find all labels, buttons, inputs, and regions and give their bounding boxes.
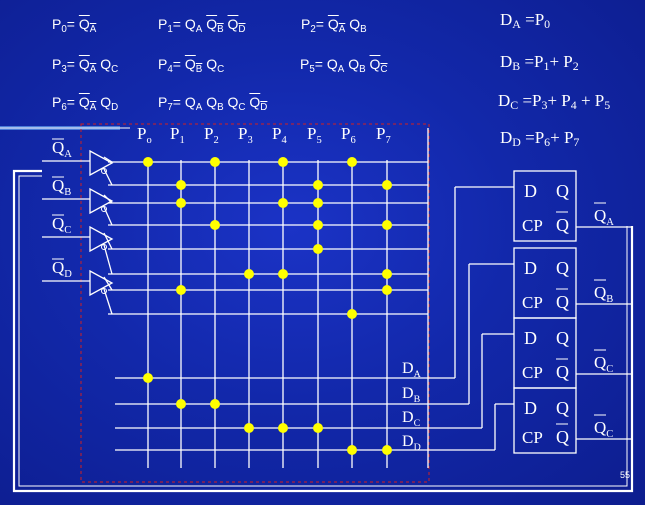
- or-dot-p4-d2: [278, 423, 288, 433]
- column-label-p2: P2: [204, 124, 219, 146]
- flipflop-qbar-0: Q: [556, 215, 569, 235]
- flipflop-cp-0: CP: [522, 216, 543, 235]
- flipflop-d-3: D: [524, 398, 537, 418]
- or-dot-p5-d2: [313, 423, 323, 433]
- pla-border: [80, 123, 430, 483]
- equation-dc: DC =P3+ P4 + P5: [498, 91, 611, 112]
- buffer-out-true-1: [103, 194, 113, 204]
- or-dot-p3-d2: [244, 423, 254, 433]
- buffer-out-comp-1: [103, 206, 113, 226]
- column-label-p6: P6: [341, 124, 356, 146]
- buffer-out-comp-2: [103, 244, 113, 275]
- flipflop-d-1: D: [524, 258, 537, 278]
- buffer-triangle-2: [89, 225, 114, 253]
- and-dot-p0-r0: [143, 157, 153, 167]
- and-dot-p7-r5: [382, 269, 392, 279]
- and-dot-p1-r6: [176, 285, 186, 295]
- and-dot-p7-r1: [382, 180, 392, 190]
- flipflop-cp-1: CP: [522, 293, 543, 312]
- buffer-bubble-2: [101, 244, 107, 250]
- equation-db: DB =P1+ P2: [500, 52, 579, 73]
- flipflop-cp-2: CP: [522, 363, 543, 382]
- and-dot-p6-r0: [347, 157, 357, 167]
- equation-da: DA =P0: [500, 10, 551, 31]
- d-output-label-d: DD: [402, 433, 421, 453]
- d-output-label-a: DA: [402, 360, 422, 380]
- or-dot-p7-d3: [382, 445, 392, 455]
- and-dot-p5-r3: [313, 220, 323, 230]
- equation-dd: DD =P6+ P7: [500, 128, 580, 149]
- or-dot-p6-d3: [347, 445, 357, 455]
- and-dot-p5-r2: [313, 198, 323, 208]
- buffer-out-true-0: [103, 156, 113, 163]
- equation-p2: P2= QA QB: [301, 16, 367, 35]
- buffer-triangle-0: [89, 149, 114, 177]
- buffer-triangle-1: [89, 187, 114, 215]
- column-label-p0: Po: [137, 124, 152, 146]
- flipflop-0: [513, 170, 577, 242]
- flipflop-d-2: D: [524, 328, 537, 348]
- buffer-bubble-1: [101, 206, 107, 212]
- d-output-label-c: DC: [402, 409, 421, 429]
- buffer-bubble-3: [101, 288, 107, 294]
- d-output-label-b: DB: [402, 385, 421, 405]
- feedback-loop-inner: [18, 175, 628, 487]
- buffer-triangle-3: [89, 269, 114, 297]
- and-dot-p2-r3: [210, 220, 220, 230]
- flipflop-q-3: Q: [556, 398, 569, 418]
- input-label-qb: QB: [52, 176, 71, 198]
- and-dot-p4-r0: [278, 157, 288, 167]
- page-number: 55: [620, 470, 630, 480]
- flipflop-qbar-2: Q: [556, 362, 569, 382]
- flipflop-qbar-3: Q: [556, 427, 569, 447]
- and-dot-p1-r2: [176, 198, 186, 208]
- flipflop-d-0: D: [524, 181, 537, 201]
- or-dot-p0-d0: [143, 373, 153, 383]
- feedback-loop-outer: [12, 169, 634, 493]
- flipflop-q-0: Q: [556, 181, 569, 201]
- and-dot-p5-r4: [313, 244, 323, 254]
- input-label-qc: QC: [52, 214, 71, 236]
- and-dot-p5-r1: [313, 180, 323, 190]
- flipflop-q-2: Q: [556, 328, 569, 348]
- column-label-p4: P4: [272, 124, 287, 146]
- and-dot-p6-r7: [347, 309, 357, 319]
- buffer-out-true-3: [103, 276, 113, 291]
- column-label-p7: P7: [376, 124, 391, 146]
- flipflop-qbar-1: Q: [556, 292, 569, 312]
- and-dot-p7-r3: [382, 220, 392, 230]
- flipflop-cp-3: CP: [522, 428, 543, 447]
- and-dot-p7-r6: [382, 285, 392, 295]
- flipflop-out-label-0: QA: [594, 206, 614, 228]
- buffer-out-comp-0: [103, 168, 113, 186]
- equation-p3: P3= QA QC: [52, 56, 119, 75]
- column-label-p5: P5: [307, 124, 322, 146]
- column-label-p3: P3: [238, 124, 253, 146]
- and-dot-p2-r0: [210, 157, 220, 167]
- equation-p4: P4= QB QC: [158, 56, 225, 75]
- input-label-qd: QD: [52, 258, 72, 280]
- and-dot-p1-r1: [176, 180, 186, 190]
- and-dot-p3-r5: [244, 269, 254, 279]
- buffer-bubble-0: [101, 168, 107, 174]
- flipflop-q-1: Q: [556, 258, 569, 278]
- or-dot-p2-d1: [210, 399, 220, 409]
- and-dot-p4-r2: [278, 198, 288, 208]
- flipflop-out-label-1: QB: [594, 283, 613, 305]
- flipflop-out-label-3: QC: [594, 418, 613, 440]
- and-dot-p4-r5: [278, 269, 288, 279]
- input-label-qa: QA: [52, 138, 72, 160]
- column-label-p1: P1: [170, 124, 185, 146]
- equation-p0: P0= QA: [52, 16, 97, 35]
- flipflop-3: [513, 387, 577, 454]
- equation-p7: P7= QA QB QC QD: [158, 94, 268, 113]
- or-dot-p1-d1: [176, 399, 186, 409]
- flipflop-out-label-2: QC: [594, 353, 613, 375]
- buffer-out-true-2: [103, 232, 113, 250]
- equation-p1: P1= QA QB QD: [158, 16, 246, 35]
- equation-p6: P6= QA QD: [52, 94, 119, 113]
- equation-p5: P5= QA QB QC: [300, 56, 388, 75]
